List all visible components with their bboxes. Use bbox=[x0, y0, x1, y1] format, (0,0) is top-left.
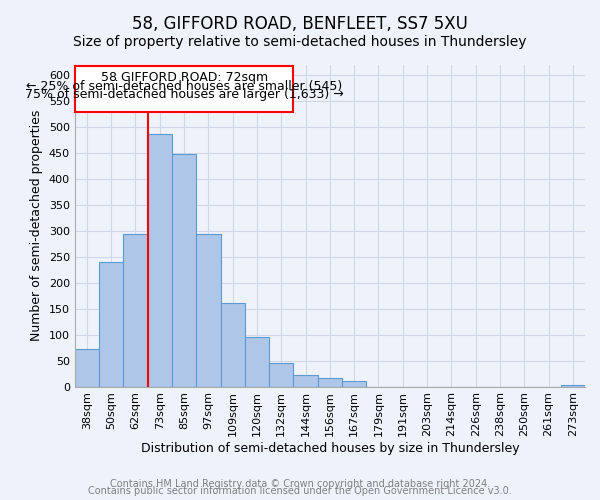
Bar bbox=[561, 385, 585, 386]
Bar bbox=[99, 262, 124, 386]
Bar bbox=[245, 337, 269, 386]
Bar bbox=[318, 378, 342, 386]
X-axis label: Distribution of semi-detached houses by size in Thundersley: Distribution of semi-detached houses by … bbox=[140, 442, 519, 455]
Bar bbox=[196, 234, 221, 386]
Text: 75% of semi-detached houses are larger (1,633) →: 75% of semi-detached houses are larger (… bbox=[25, 88, 343, 101]
Text: ← 25% of semi-detached houses are smaller (545): ← 25% of semi-detached houses are smalle… bbox=[26, 80, 342, 92]
Y-axis label: Number of semi-detached properties: Number of semi-detached properties bbox=[30, 110, 43, 342]
Text: Contains HM Land Registry data © Crown copyright and database right 2024.: Contains HM Land Registry data © Crown c… bbox=[110, 479, 490, 489]
Bar bbox=[172, 154, 196, 386]
Text: Contains public sector information licensed under the Open Government Licence v3: Contains public sector information licen… bbox=[88, 486, 512, 496]
Text: 58, GIFFORD ROAD, BENFLEET, SS7 5XU: 58, GIFFORD ROAD, BENFLEET, SS7 5XU bbox=[132, 15, 468, 33]
Bar bbox=[221, 302, 245, 386]
Bar bbox=[124, 234, 148, 386]
Bar bbox=[293, 374, 318, 386]
Text: Size of property relative to semi-detached houses in Thundersley: Size of property relative to semi-detach… bbox=[73, 35, 527, 49]
Bar bbox=[342, 382, 367, 386]
Bar bbox=[75, 348, 99, 387]
Bar bbox=[269, 362, 293, 386]
Bar bbox=[148, 134, 172, 386]
FancyBboxPatch shape bbox=[75, 66, 293, 112]
Text: 58 GIFFORD ROAD: 72sqm: 58 GIFFORD ROAD: 72sqm bbox=[101, 71, 268, 84]
